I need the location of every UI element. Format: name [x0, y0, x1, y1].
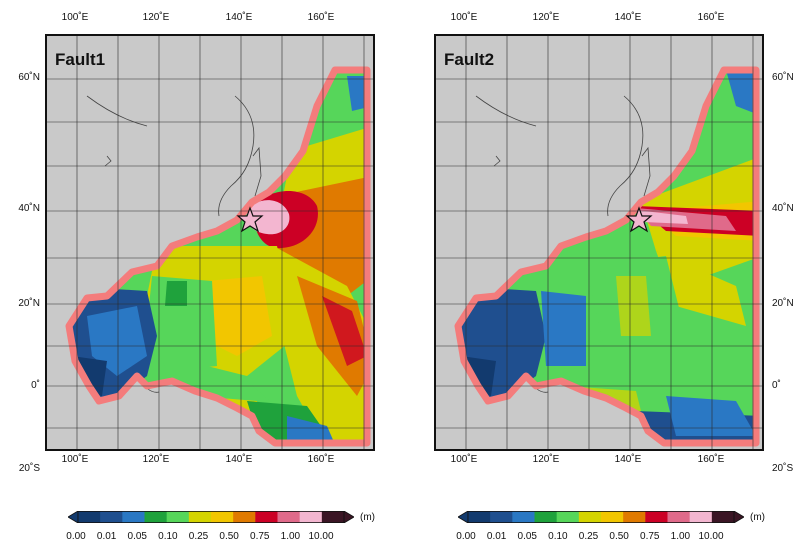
colorbar-segment [667, 511, 691, 523]
colorbar-segment [711, 511, 735, 523]
lon-label-top-160-r: 160˚E [697, 12, 725, 23]
lon-label-top-140-r: 140˚E [614, 12, 642, 23]
colorbar-segment [277, 511, 301, 523]
colorbar-tick-label: 0.00 [456, 531, 476, 542]
colorbar-tick-label: 10.00 [698, 531, 724, 542]
lon-label-top-160: 160˚E [307, 12, 335, 23]
colorbar-outline [77, 511, 345, 523]
lon-label-top-100-r: 100˚E [450, 12, 478, 23]
colorbar-tick-label: 0.25 [188, 531, 209, 542]
colorbar-tick-label: 0.00 [66, 531, 86, 542]
star-icon [625, 206, 653, 233]
computational-domain-border [65, 66, 371, 447]
colorbar-min-triangle-icon [458, 511, 469, 523]
colorbar-max-triangle-icon [343, 511, 354, 523]
colorbar-segment [299, 511, 323, 523]
lon-label-bottom-140-r: 140˚E [614, 454, 642, 465]
grid-lines [47, 36, 373, 449]
colorbar-segment [144, 511, 168, 523]
colorbar-outline [467, 511, 735, 523]
colorbar-segment [188, 511, 212, 523]
lat-label-0-r: 0˚ [772, 380, 781, 391]
colorbar-segment [255, 511, 278, 523]
colorbar-tick-label: 1.00 [280, 531, 301, 542]
colorbar-tick-label: 0.01 [96, 531, 117, 542]
colorbar-segment [645, 511, 668, 523]
colorbar-segment [578, 511, 602, 523]
computational-domain-border [454, 66, 760, 447]
colorbar-segment [534, 511, 558, 523]
lat-label-0: 0˚ [31, 380, 40, 391]
colorbar-segment [233, 511, 256, 523]
colorbar-tick-label: 0.75 [250, 531, 270, 542]
colorbar-segment [122, 511, 145, 523]
lon-label-bottom-140: 140˚E [225, 454, 253, 465]
colorbar-segment [100, 511, 123, 523]
star-icon [236, 206, 264, 233]
map-panel-fault2: Fault2 [434, 34, 764, 451]
colorbar-tick-label: 0.01 [486, 531, 507, 542]
panel-title-fault1: Fault1 [55, 50, 106, 69]
colorbar-tick-label: 0.75 [640, 531, 660, 542]
colorbar-max-triangle-icon [733, 511, 744, 523]
lon-label-bottom-100-r: 100˚E [450, 454, 478, 465]
colorbar-min-triangle-icon [68, 511, 79, 523]
lon-label-top-120: 120˚E [142, 12, 170, 23]
lat-label-60n: 60˚N [18, 72, 40, 83]
colorbar-segment [601, 511, 624, 523]
lat-label-20n: 20˚N [18, 298, 40, 309]
lon-label-top-120-r: 120˚E [532, 12, 560, 23]
colorbar-segment [512, 511, 535, 523]
colorbar-segment [623, 511, 646, 523]
colorbar-right [458, 511, 744, 523]
colorbar-tick-label: 1.00 [670, 531, 691, 542]
colorbar-segment [468, 511, 491, 523]
lon-label-bottom-120: 120˚E [142, 454, 170, 465]
colorbar-tick-label: 0.50 [609, 531, 629, 542]
colorbar-left [68, 511, 354, 523]
lat-label-20s-r: 20˚S [772, 463, 794, 474]
grid-lines [436, 36, 762, 449]
colorbar-tick-label: 0.05 [517, 531, 537, 542]
colorbar-tick-label: 0.05 [127, 531, 147, 542]
colorbar-segment [556, 511, 580, 523]
panel-title-fault2: Fault2 [444, 50, 495, 69]
colorbar-segment [78, 511, 101, 523]
colorbar-segment [689, 511, 713, 523]
lat-label-20n-r: 20˚N [772, 298, 794, 309]
colorbar-unit-left: (m) [360, 512, 375, 523]
colorbar-tick-label: 10.00 [308, 531, 334, 542]
lon-label-top-140: 140˚E [225, 12, 253, 23]
lon-label-bottom-160-r: 160˚E [697, 454, 725, 465]
lon-label-bottom-160: 160˚E [307, 454, 335, 465]
map-fault2-svg [436, 36, 762, 449]
colorbar-tick-label: 0.50 [219, 531, 239, 542]
lon-label-top-100: 100˚E [61, 12, 89, 23]
colorbar-segment [490, 511, 513, 523]
lat-label-40n-r: 40˚N [772, 203, 794, 214]
lat-label-20s: 20˚S [18, 463, 40, 474]
lon-label-bottom-120-r: 120˚E [532, 454, 560, 465]
lat-label-40n: 40˚N [18, 203, 40, 214]
colorbar-segment [211, 511, 234, 523]
colorbar-tick-label: 0.10 [548, 531, 568, 542]
map-fault1-svg [47, 36, 373, 449]
colorbar-segment [321, 511, 345, 523]
lat-label-60n-r: 60˚N [772, 72, 794, 83]
colorbar-tick-label: 0.25 [578, 531, 599, 542]
colorbar-tick-label: 0.10 [158, 531, 178, 542]
colorbar-segment [166, 511, 190, 523]
map-panel-fault1: Fault1 [45, 34, 375, 451]
colorbar-unit-right: (m) [750, 512, 765, 523]
lon-label-bottom-100: 100˚E [61, 454, 89, 465]
